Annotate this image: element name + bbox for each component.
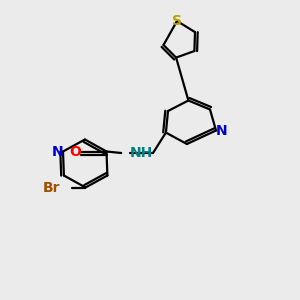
- Text: O: O: [69, 145, 81, 158]
- Text: N: N: [216, 124, 228, 137]
- Text: N: N: [51, 145, 63, 158]
- Text: Br: Br: [43, 181, 60, 194]
- Text: NH: NH: [130, 146, 153, 160]
- Text: S: S: [172, 14, 182, 28]
